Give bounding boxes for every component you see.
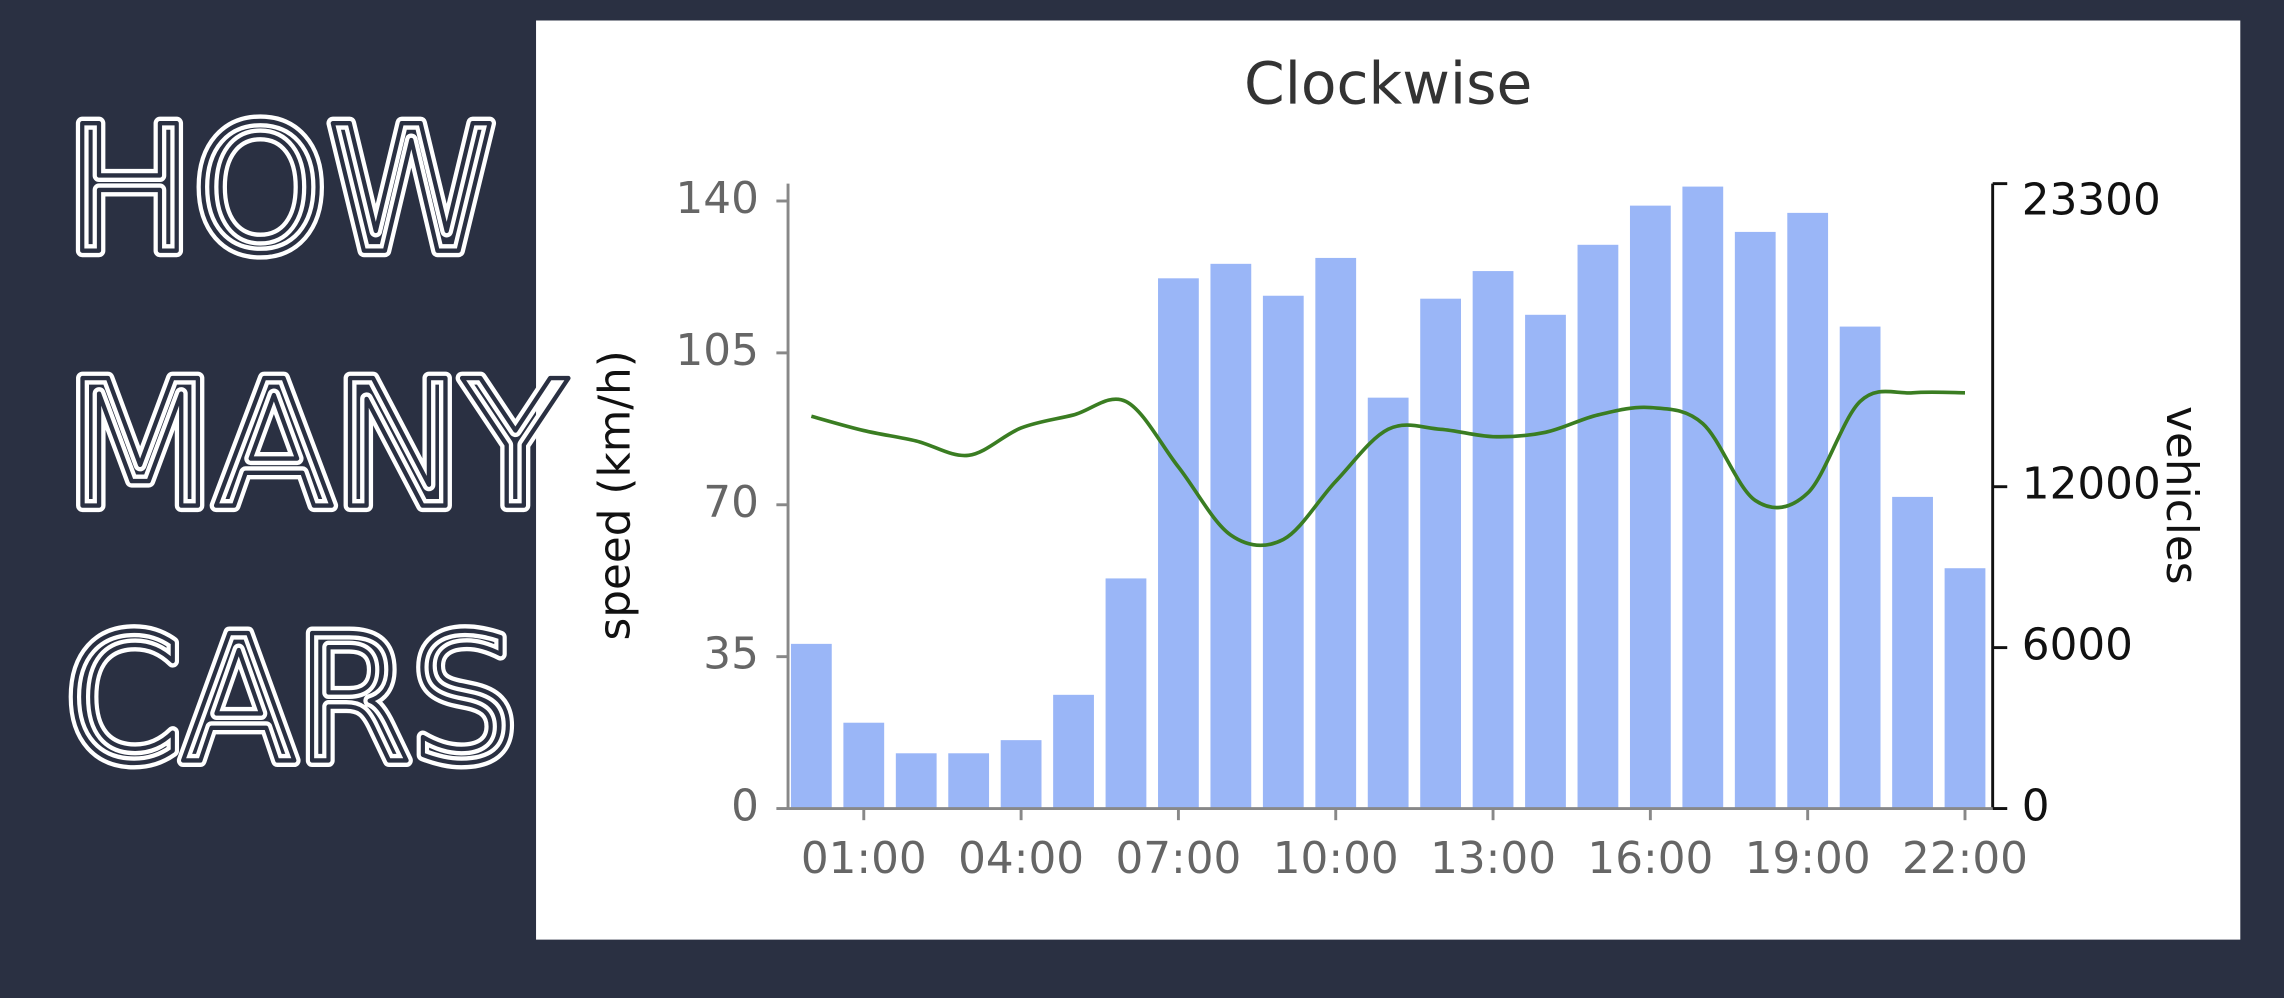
- y-axis-label: speed (km/h): [590, 350, 641, 640]
- x-tick-label: 07:00: [1115, 833, 1241, 884]
- headline-outline: HOW: [66, 90, 496, 293]
- bar: [1420, 298, 1462, 809]
- bar: [1629, 205, 1671, 809]
- y2-tick-label: 12000: [2022, 459, 2161, 510]
- y2-tick-label: 6000: [2022, 620, 2133, 671]
- bar: [1944, 568, 1986, 809]
- bar: [895, 753, 937, 809]
- x-tick-label: 04:00: [958, 833, 1084, 884]
- bar: [1525, 314, 1566, 809]
- x-tick-label: 13:00: [1430, 833, 1556, 884]
- bar: [1000, 740, 1042, 809]
- bar: [1053, 694, 1094, 809]
- y-tick-label: 140: [676, 173, 759, 224]
- y-tick-label: 70: [703, 477, 759, 528]
- bar: [1315, 257, 1357, 809]
- bar: [1158, 278, 1199, 809]
- headline-outline: CARS: [66, 599, 518, 802]
- bar: [1682, 186, 1724, 809]
- bar: [790, 643, 832, 809]
- bar: [1105, 578, 1147, 809]
- bar: [1787, 212, 1829, 809]
- headline-outline: MANY: [66, 345, 570, 548]
- bar: [1577, 244, 1619, 809]
- y-tick-label: 105: [676, 325, 759, 376]
- bar: [1262, 295, 1304, 809]
- bar: [948, 753, 990, 809]
- bar: [1734, 231, 1776, 809]
- x-tick-label: 16:00: [1587, 833, 1713, 884]
- headline-inner: MANY: [66, 345, 570, 548]
- y-tick-label: 35: [703, 629, 759, 680]
- bar: [843, 722, 885, 809]
- chart-title: Clockwise: [1244, 50, 1532, 118]
- bar: [1367, 397, 1409, 809]
- headline-inner: CARS: [66, 599, 518, 802]
- x-tick-label: 19:00: [1745, 833, 1871, 884]
- y-tick-label: 0: [731, 781, 759, 832]
- bar: [1472, 271, 1514, 809]
- bar: [1892, 496, 1933, 809]
- x-tick-label: 10:00: [1273, 833, 1399, 884]
- bar: [1839, 326, 1881, 809]
- y2-axis-label: vehicles: [2156, 406, 2207, 584]
- y2-tick-label: 23300: [2022, 175, 2161, 226]
- speed-line: [810, 389, 1965, 548]
- x-tick-label: 22:00: [1902, 833, 2028, 884]
- headline-inner: HOW: [66, 90, 496, 293]
- y2-tick-label: 0: [2022, 781, 2050, 832]
- x-tick-label: 01:00: [801, 833, 927, 884]
